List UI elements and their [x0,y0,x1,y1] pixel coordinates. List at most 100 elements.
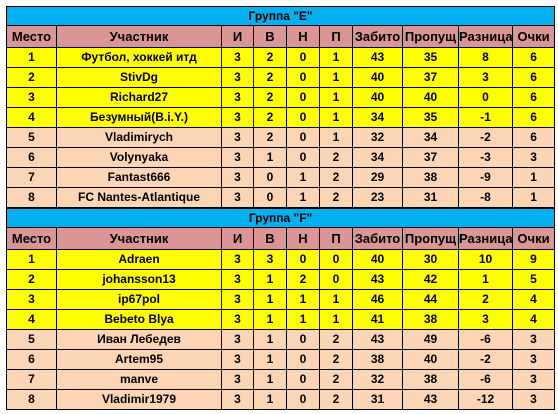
cell-losses: 2 [319,147,353,168]
cell-games: 3 [221,87,254,108]
cell-games: 3 [221,389,254,410]
cell-draws: 0 [286,349,320,370]
cell-points: 6 [511,127,556,148]
cell-losses: 1 [319,87,353,108]
cell-losses: 1 [319,309,353,330]
cell-place: 8 [6,389,57,410]
cell-conceded: 37 [402,67,459,88]
column-header-participant: Участник [56,227,222,250]
cell-conceded: 43 [402,389,459,410]
cell-place: 7 [6,167,57,188]
cell-conceded: 34 [402,127,459,148]
cell-points: 3 [511,147,556,168]
cell-conceded: 40 [402,349,459,370]
cell-difference: 10 [458,249,513,270]
cell-losses: 1 [319,47,353,68]
cell-conceded: 35 [402,47,459,68]
cell-games: 3 [221,187,254,208]
cell-draws: 0 [286,389,320,410]
table-row: 7 Fantast666 3 0 1 2 29 38 -9 1 [6,167,556,188]
table-row: 4 Безумный(B.i.Y.) 3 2 0 1 34 35 -1 6 [6,107,556,128]
cell-place: 3 [6,289,57,310]
cell-scored: 43 [352,269,403,290]
cell-losses: 2 [319,329,353,350]
cell-scored: 38 [352,349,403,370]
column-header-conceded: Пропущ [402,227,459,250]
cell-place: 3 [6,87,57,108]
cell-points: 4 [511,309,556,330]
table-row: 1 Adraen 3 3 0 0 40 30 10 9 [6,249,556,270]
cell-draws: 0 [286,127,320,148]
cell-points: 1 [511,187,556,208]
table-row: 3 ip67pol 3 1 1 1 46 44 2 4 [6,289,556,310]
cell-draws: 1 [286,309,320,330]
cell-participant: Volynyaka [56,147,222,168]
cell-participant: Artem95 [56,349,222,370]
cell-wins: 1 [253,269,287,290]
standings-sheet: Группа "E" Место Участник И В Н П Забито Пропущ Р… [5,6,556,410]
column-header-difference: Разница [458,25,513,48]
cell-points: 3 [511,369,556,390]
cell-place: 8 [6,187,57,208]
column-header-losses: П [319,25,353,48]
cell-scored: 34 [352,147,403,168]
cell-points: 1 [511,167,556,188]
cell-scored: 40 [352,249,403,270]
cell-wins: 3 [253,249,287,270]
cell-difference: -1 [458,107,513,128]
cell-draws: 0 [286,249,320,270]
cell-place: 2 [6,67,57,88]
cell-draws: 1 [286,289,320,310]
cell-place: 5 [6,329,57,350]
cell-conceded: 38 [402,167,459,188]
column-header-place: Место [6,227,57,250]
cell-scored: 40 [352,87,403,108]
group-title: Группа "E" [5,6,556,26]
cell-scored: 31 [352,389,403,410]
cell-games: 3 [221,369,254,390]
cell-place: 1 [6,47,57,68]
cell-points: 9 [511,249,556,270]
cell-losses: 2 [319,389,353,410]
column-header-participant: Участник [56,25,222,48]
cell-difference: -6 [458,369,513,390]
cell-place: 5 [6,127,57,148]
cell-draws: 0 [286,329,320,350]
cell-participant: ip67pol [56,289,222,310]
column-header-games: И [221,227,254,250]
cell-participant: StivDg [56,67,222,88]
column-header-draws: Н [286,25,320,48]
cell-difference: 3 [458,67,513,88]
table-row: 7 manve 3 1 0 2 32 38 -6 3 [6,369,556,390]
table-row: 8 Vladimir1979 3 1 0 2 31 43 -12 3 [6,389,556,410]
cell-participant: Adraen [56,249,222,270]
column-header-draws: Н [286,227,320,250]
cell-draws: 0 [286,87,320,108]
cell-difference: 0 [458,87,513,108]
cell-difference: -3 [458,147,513,168]
cell-participant: Vladimirych [56,127,222,148]
table-row: 6 Volynyaka 3 1 0 2 34 37 -3 3 [6,147,556,168]
column-header-games: И [221,25,254,48]
cell-participant: manve [56,369,222,390]
cell-place: 1 [6,249,57,270]
cell-conceded: 49 [402,329,459,350]
cell-place: 6 [6,147,57,168]
cell-difference: -8 [458,187,513,208]
cell-losses: 1 [319,107,353,128]
cell-difference: 8 [458,47,513,68]
cell-scored: 34 [352,107,403,128]
table-row: 5 Иван Лебедев 3 1 0 2 43 49 -6 3 [6,329,556,350]
cell-scored: 43 [352,47,403,68]
column-header-wins: В [253,25,287,48]
cell-conceded: 38 [402,309,459,330]
cell-points: 4 [511,289,556,310]
cell-conceded: 35 [402,107,459,128]
cell-points: 6 [511,67,556,88]
cell-losses: 2 [319,349,353,370]
cell-conceded: 42 [402,269,459,290]
cell-participant: Bebeto Blya [56,309,222,330]
cell-games: 3 [221,289,254,310]
column-header-wins: В [253,227,287,250]
cell-difference: -12 [458,389,513,410]
